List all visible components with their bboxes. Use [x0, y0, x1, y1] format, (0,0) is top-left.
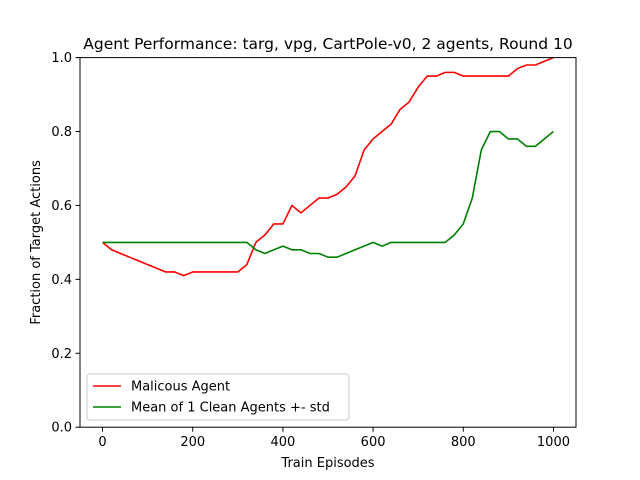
- y-axis: 0.0 0.2 0.4 0.6 0.8 1.0: [51, 51, 80, 436]
- x-tick-label: 200: [180, 435, 205, 450]
- legend-label-1: Malicous Agent: [131, 380, 230, 395]
- x-axis-title: Train Episodes: [280, 456, 374, 471]
- y-tick-label: 0.8: [51, 125, 72, 140]
- y-tick-label: 0.4: [51, 273, 72, 288]
- plot-area-frame: [79, 57, 577, 428]
- legend: Malicous Agent Mean of 1 Clean Agents +- …: [86, 373, 350, 421]
- y-axis-title: Fraction of Target Actions: [29, 160, 44, 325]
- series-line-2: [102, 130, 554, 258]
- y-tick-label: 0.6: [51, 199, 72, 214]
- x-tick-label: 1000: [537, 435, 570, 450]
- y-tick-label: 0.2: [51, 347, 72, 362]
- x-axis: 0 200 400 600 800 1000: [98, 427, 570, 450]
- y-tick-label: 0.0: [51, 421, 72, 436]
- x-tick-label: 600: [361, 435, 386, 450]
- series-layer: [102, 57, 554, 277]
- chart-title: Agent Performance: targ, vpg, CartPole-v…: [83, 35, 572, 53]
- x-tick-label: 800: [451, 435, 476, 450]
- series-line-1: [102, 57, 554, 277]
- legend-label-2: Mean of 1 Clean Agents +- std: [131, 401, 330, 416]
- y-tick-label: 1.0: [51, 51, 72, 66]
- x-tick-label: 0: [98, 435, 106, 450]
- legend-box: [86, 373, 350, 421]
- x-tick-label: 400: [270, 435, 295, 450]
